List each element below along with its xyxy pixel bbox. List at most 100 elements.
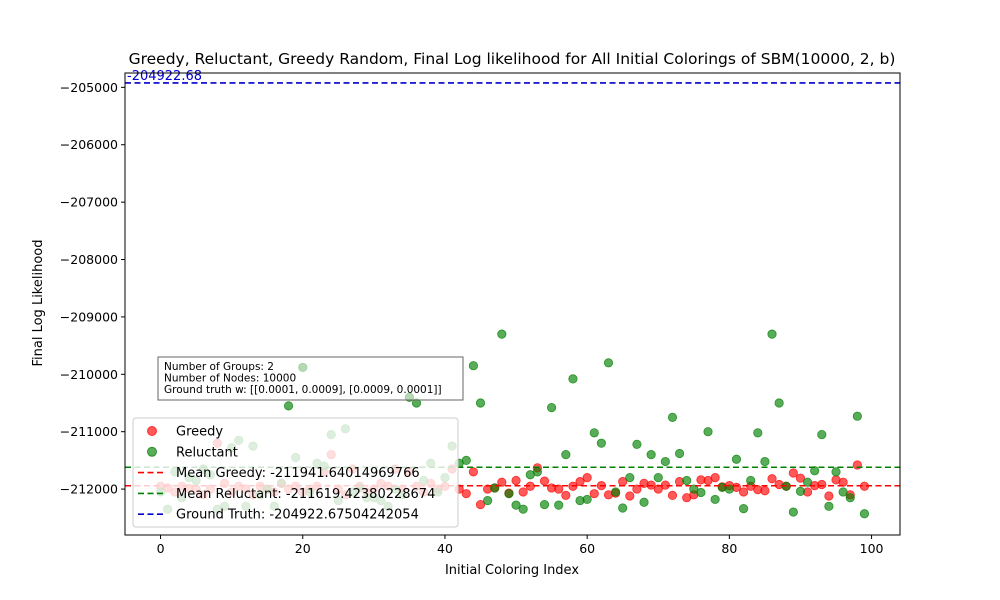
x-axis-label: Initial Coloring Index [445, 563, 579, 578]
y-tick-label: −206000 [60, 137, 118, 152]
greedy-point [667, 490, 678, 500]
reluctant-point [497, 329, 507, 339]
reluctant-point [539, 499, 550, 510]
legend-label: Reluctant [176, 445, 238, 460]
reluctant-point [625, 473, 635, 483]
x-tick-label: 0 [157, 541, 165, 556]
reluctant-point [838, 487, 848, 497]
greedy-point [632, 484, 642, 494]
reluctant-point [568, 374, 578, 384]
greedy-point [653, 484, 663, 494]
reluctant-point [603, 358, 614, 368]
reluctant-point [852, 411, 862, 421]
reluctant-point [504, 489, 514, 499]
x-tick-label: 80 [721, 541, 737, 556]
reluctant-point [824, 501, 834, 511]
reluctant-point [475, 398, 486, 408]
reluctant-point [710, 494, 720, 505]
reluctant-point [639, 497, 649, 507]
greedy-point [760, 486, 770, 496]
reluctant-point [859, 509, 870, 519]
reluctant-point [753, 428, 763, 438]
greedy-point [561, 490, 571, 500]
reluctant-point [795, 486, 806, 496]
legend-label: Greedy [176, 425, 223, 440]
y-tick-label: −211000 [60, 424, 118, 439]
reluctant-point [802, 477, 813, 487]
greedy-point [575, 477, 585, 487]
reluctant-point [667, 412, 678, 422]
reluctant-point [653, 473, 663, 483]
axes-frame [124, 72, 901, 536]
reluctant-point [547, 402, 557, 413]
legend-frame [132, 417, 459, 528]
legend-label: Mean Greedy: -211941.64014969766 [176, 466, 420, 481]
ground-truth-annotation: -204922.68 [127, 69, 202, 84]
greedy-point [582, 473, 592, 483]
y-tick-label: −205000 [60, 80, 118, 95]
info-line: Ground truth w: [[0.0001, 0.0009], [0.00… [164, 384, 442, 396]
reluctant-point [674, 448, 685, 459]
info-box-frame [157, 356, 464, 401]
reluctant-point [738, 503, 749, 514]
reluctant-point [596, 438, 606, 448]
y-tick-label: −210000 [60, 367, 118, 382]
reluctant-point [646, 450, 656, 460]
x-tick-label: 40 [437, 541, 453, 556]
greedy-point [539, 476, 550, 486]
reluctant-point [589, 428, 599, 438]
greedy-point [738, 487, 749, 497]
reluctant-point [774, 398, 784, 408]
greedy-point [767, 474, 777, 484]
y-tick-label: −208000 [60, 252, 118, 267]
greedy-point [461, 489, 471, 499]
reluctant-point [518, 504, 528, 514]
reluctant-point [831, 467, 841, 477]
greedy-point [554, 484, 564, 494]
reluctant-point [788, 507, 798, 517]
reluctant-point [532, 467, 542, 477]
reluctant-point [461, 455, 471, 465]
greedy-point [710, 473, 720, 483]
reluctant-point [554, 500, 564, 510]
info-line: Number of Groups: 2 [164, 361, 274, 373]
legend-marker [147, 446, 157, 457]
y-tick-label: −209000 [60, 309, 118, 324]
greedy-point [625, 491, 635, 501]
info-line: Number of Nodes: 10000 [164, 373, 296, 385]
reluctant-point [610, 487, 621, 497]
reluctant-point [468, 361, 478, 371]
reluctant-point [845, 493, 855, 503]
reluctant-point [746, 475, 756, 486]
reluctant-point [582, 494, 592, 505]
reluctant-point [760, 456, 770, 467]
y-tick-label: −212000 [60, 482, 118, 497]
greedy-point [788, 468, 798, 478]
legend: Greedy Reluctant Mean Greedy: -211941.6401… [132, 417, 459, 528]
reluctant-point [682, 475, 692, 486]
reluctant-point [767, 329, 777, 339]
x-tick-label: 20 [295, 541, 311, 556]
greedy-point [475, 499, 486, 510]
greedy-point [795, 473, 806, 483]
greedy-point [497, 477, 507, 487]
reluctant-point [703, 427, 713, 437]
x-tick-label: 60 [579, 541, 595, 556]
greedy-point [817, 479, 827, 490]
y-axis-label: Final Log Likelihood [31, 240, 46, 367]
reluctant-point [483, 495, 493, 506]
x-tick-label: 100 [860, 541, 884, 556]
reluctant-point [632, 439, 642, 449]
greedy-point [824, 491, 834, 501]
greedy-point [589, 489, 599, 499]
reluctant-point [283, 401, 294, 411]
greedy-point [518, 487, 528, 497]
legend-label: Mean Reluctant: -211619.42380228674 [176, 487, 435, 502]
legend-label: Ground Truth: -204922.67504242054 [176, 508, 419, 523]
chart-title: Greedy, Reluctant, Greedy Random, Final … [129, 50, 896, 68]
greedy-point [468, 467, 478, 477]
reluctant-point [724, 484, 734, 494]
